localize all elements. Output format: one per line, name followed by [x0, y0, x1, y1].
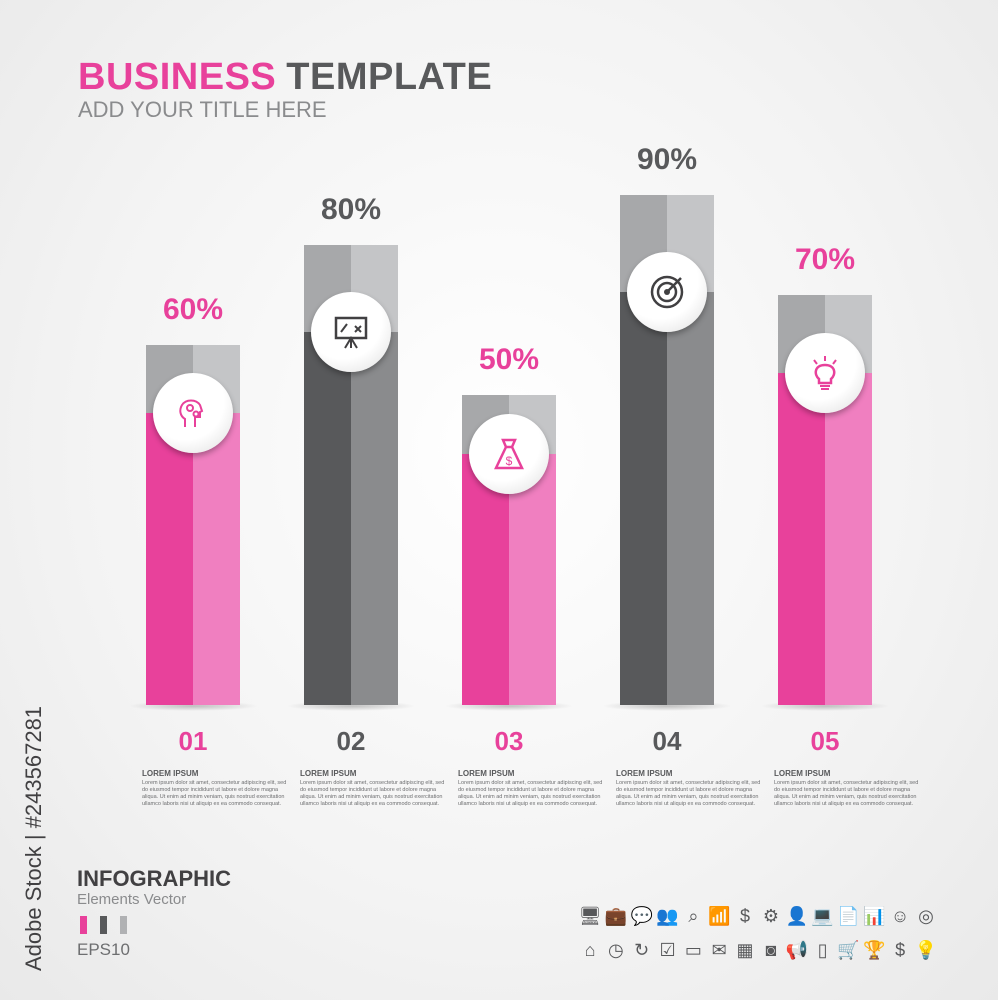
item-text: Lorem ipsum dolor sit amet, consectetur …	[142, 780, 287, 807]
title-accent: BUSINESS	[78, 56, 277, 98]
gears-icon: ⚙	[762, 906, 779, 926]
item-text: Lorem ipsum dolor sit amet, consectetur …	[458, 780, 603, 807]
item-heading: LOREM IPSUM	[774, 769, 831, 778]
footer-subtitle: Elements Vector	[77, 891, 187, 908]
footer-title: INFOGRAPHIC	[77, 866, 231, 891]
title-main: TEMPLATE	[286, 56, 493, 98]
monitor-chart-icon: 🖥	[578, 906, 602, 926]
bar-chart: 60% 80% $50% 90% 70%	[128, 143, 890, 711]
format-label: EPS10	[77, 940, 130, 959]
swatch-gray	[120, 916, 127, 934]
target-icon	[627, 252, 707, 332]
target-icon: ◎	[918, 906, 934, 926]
swatch-dark	[100, 916, 107, 934]
data-label: 70%	[794, 243, 856, 276]
home-icon: ⌂	[584, 940, 596, 960]
page-title: BUSINESS TEMPLATE	[78, 56, 492, 99]
item-description: LOREM IPSUM Lorem ipsum dolor sit amet, c…	[458, 769, 608, 808]
category-label: 05	[810, 726, 840, 756]
presentation-board-icon	[311, 292, 391, 372]
cart-icon: 🛒	[837, 940, 860, 960]
category-label: 03	[494, 726, 524, 756]
data-label: 50%	[478, 343, 540, 376]
data-label: 80%	[320, 193, 382, 226]
checkbox-icon: ☑	[659, 940, 676, 960]
lightbulb-icon	[785, 333, 865, 413]
search-icon: ⌕	[688, 906, 699, 926]
data-label: 60%	[162, 293, 224, 326]
camera-icon: ◙	[765, 940, 777, 960]
growth-chart-icon: 📶	[708, 906, 731, 926]
document-icon: 📄	[837, 906, 860, 926]
icon-row-2: ⌂ ◷ ↻ ☑ ▭ ✉ ▦ ◙ 📢 ▯ 🛒 🏆 $ 💡	[578, 940, 938, 961]
clock-icon: ◷	[607, 940, 624, 960]
item-heading: LOREM IPSUM	[142, 769, 199, 778]
trophy-icon: 🏆	[863, 940, 886, 960]
item-heading: LOREM IPSUM	[616, 769, 673, 778]
money-bag-icon: $	[895, 940, 906, 960]
refresh-icon: ↻	[634, 940, 650, 960]
bar-shadow	[128, 701, 258, 711]
presentation-icon: 📊	[863, 906, 886, 926]
phone-icon: ▯	[817, 940, 828, 960]
credit-cards-icon: ▭	[684, 940, 702, 960]
item-description: LOREM IPSUM Lorem ipsum dolor sit amet, c…	[300, 769, 450, 808]
category-label: 02	[336, 726, 366, 756]
item-description: LOREM IPSUM Lorem ipsum dolor sit amet, c…	[774, 769, 924, 808]
lightbulb-icon: 💡	[914, 940, 938, 960]
data-label: 90%	[636, 143, 698, 176]
item-heading: LOREM IPSUM	[458, 769, 515, 778]
bar-shadow	[444, 701, 574, 711]
item-text: Lorem ipsum dolor sit amet, consectetur …	[300, 780, 445, 807]
dollar-icon: $	[740, 906, 751, 926]
svg-text:$: $	[506, 454, 513, 468]
bar-shadow	[760, 701, 890, 711]
user-icon: 👤	[785, 906, 808, 926]
money-bag-icon: $	[469, 414, 549, 494]
swatch-pink	[80, 916, 87, 934]
laptop-chart-icon: 💻	[811, 906, 834, 926]
item-text: Lorem ipsum dolor sit amet, consectetur …	[774, 780, 919, 807]
briefcase-icon: 💼	[604, 906, 628, 926]
head-gears-icon	[153, 373, 233, 453]
page-subtitle: ADD YOUR TITLE HERE	[78, 97, 327, 122]
calendar-icon: ▦	[736, 940, 754, 960]
icon-row-1: 🖥 💼 💬 👥 ⌕ 📶 $ ⚙ 👤 💻 📄 📊 ☺ ◎	[578, 906, 938, 927]
category-label: 04	[652, 726, 682, 756]
stock-watermark: Adobe Stock | #243567281	[21, 705, 46, 971]
item-text: Lorem ipsum dolor sit amet, consectetur …	[616, 780, 761, 807]
item-heading: LOREM IPSUM	[300, 769, 357, 778]
bar-shadow	[286, 701, 416, 711]
item-description: LOREM IPSUM Lorem ipsum dolor sit amet, c…	[142, 769, 292, 808]
envelope-icon: ✉	[711, 940, 727, 960]
item-description: LOREM IPSUM Lorem ipsum dolor sit amet, c…	[616, 769, 766, 808]
chat-bubbles-icon: 💬	[630, 906, 653, 926]
head-idea-icon: ☺	[890, 906, 910, 926]
team-icon: 👥	[656, 906, 679, 926]
category-label: 01	[178, 726, 208, 756]
bar-shadow	[602, 701, 732, 711]
megaphone-icon: 📢	[785, 940, 808, 960]
